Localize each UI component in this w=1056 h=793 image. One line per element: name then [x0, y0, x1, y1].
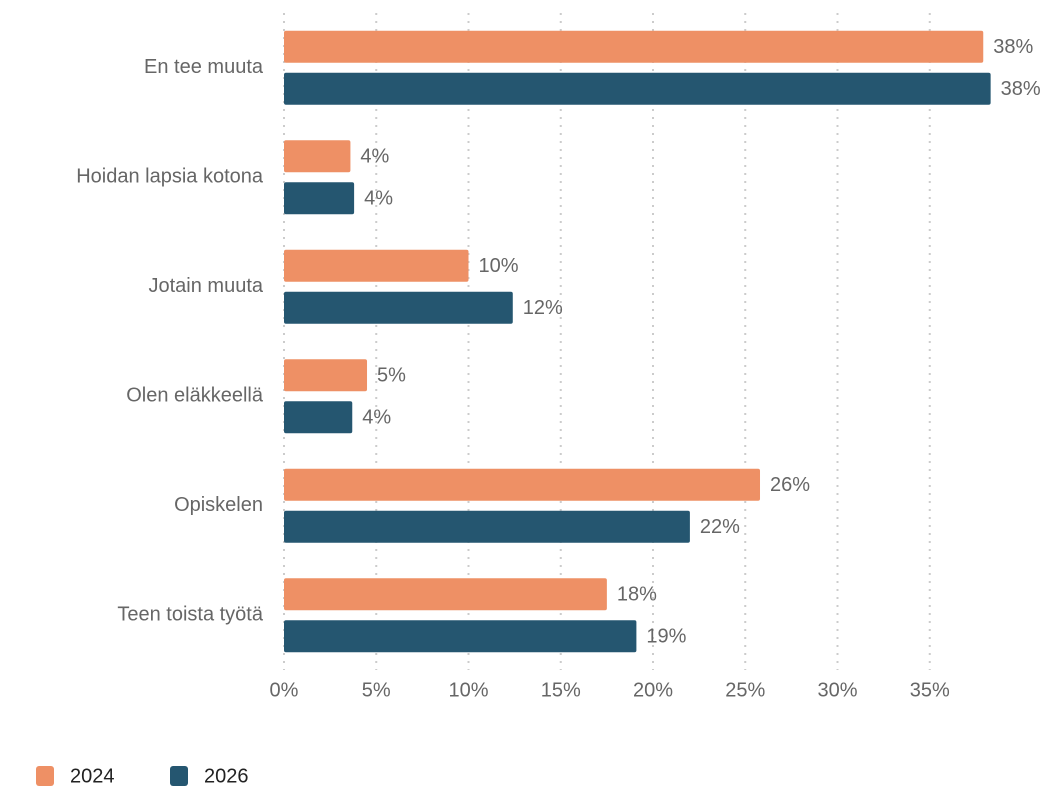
x-tick-label: 10% [448, 679, 488, 701]
bar [284, 468, 761, 501]
data-label: 10% [479, 255, 519, 277]
legend-swatch [36, 766, 54, 786]
bar [284, 72, 991, 105]
bar [284, 620, 637, 653]
bar [284, 578, 607, 611]
bar [284, 249, 469, 282]
y-tick-label: Hoidan lapsia kotona [76, 166, 264, 188]
bar [284, 30, 984, 63]
data-label: 38% [993, 36, 1033, 58]
data-label: 4% [364, 188, 393, 210]
data-label: 22% [700, 516, 740, 538]
data-label: 38% [1001, 78, 1041, 100]
bar [284, 359, 368, 392]
bar [284, 510, 690, 543]
bar [284, 182, 355, 215]
legend-label: 2024 [70, 765, 115, 787]
legend-label: 2026 [204, 765, 249, 787]
x-tick-label: 5% [362, 679, 391, 701]
data-label: 19% [646, 626, 686, 648]
y-tick-label: Olen eläkkeellä [126, 385, 264, 407]
x-tick-label: 30% [817, 679, 857, 701]
data-label: 18% [617, 584, 657, 606]
data-label: 4% [360, 146, 389, 168]
bar [284, 291, 513, 324]
x-tick-label: 25% [725, 679, 765, 701]
legend-swatch [170, 766, 188, 786]
x-tick-label: 20% [633, 679, 673, 701]
data-label: 4% [362, 407, 391, 429]
x-tick-label: 0% [270, 679, 299, 701]
bar [284, 401, 353, 434]
data-label: 5% [377, 365, 406, 387]
y-tick-label: Jotain muuta [148, 275, 263, 297]
y-tick-label: En tee muuta [144, 56, 264, 78]
x-tick-label: 35% [910, 679, 950, 701]
data-label: 12% [523, 297, 563, 319]
y-tick-label: Opiskelen [174, 494, 263, 516]
bar [284, 140, 351, 173]
x-tick-label: 15% [541, 679, 581, 701]
data-label: 26% [770, 474, 810, 496]
y-tick-label: Teen toista työtä [117, 604, 264, 626]
